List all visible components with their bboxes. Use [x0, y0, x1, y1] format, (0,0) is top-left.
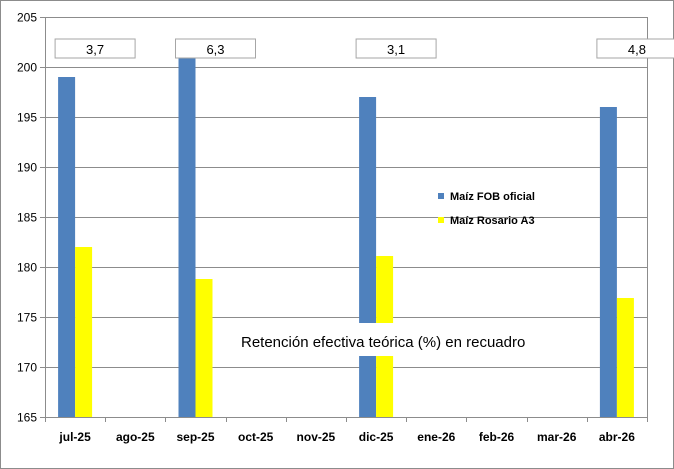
legend: Maíz FOB oficial Maíz Rosario A3	[438, 191, 535, 227]
callout-box	[54, 38, 136, 59]
x-tick-label: sep-25	[176, 430, 214, 444]
y-tick-label: 195	[17, 111, 37, 125]
y-tick-label: 170	[17, 361, 37, 375]
x-tick-label: feb-26	[479, 430, 515, 444]
bar-fob	[599, 107, 617, 417]
y-tick-label: 200	[17, 61, 37, 75]
y-tick-label: 185	[17, 211, 37, 225]
y-tick-label: 190	[17, 161, 37, 175]
bar-fob	[178, 57, 196, 417]
y-tick-label: 175	[17, 311, 37, 325]
callout-box	[355, 38, 437, 59]
x-tick-label: dic-25	[359, 430, 394, 444]
grid-lines	[45, 17, 647, 418]
x-tick-label: oct-25	[238, 430, 274, 444]
x-tick-label: ago-25	[116, 430, 155, 444]
bar-rosario	[195, 279, 213, 417]
callout-label: 3,1	[387, 42, 405, 57]
bar-fob	[58, 77, 76, 417]
bar-rosario	[616, 298, 634, 417]
y-tick-label: 180	[17, 261, 37, 275]
bar-rosario	[75, 247, 93, 417]
callout-box	[596, 38, 674, 59]
x-tick-label: mar-26	[537, 430, 577, 444]
callout-label: 4,8	[628, 42, 646, 57]
annotation-box	[236, 323, 554, 356]
annotation-text: Retención efectiva teórica (%) en recuad…	[241, 334, 525, 351]
callout-label: 3,7	[86, 42, 104, 57]
x-tick-label: nov-25	[297, 430, 336, 444]
y-tick-label: 205	[17, 11, 37, 25]
callouts: 3,7 6,3 3,1 4,8	[54, 38, 674, 59]
x-tick-label: ene-26	[417, 430, 455, 444]
y-axis: 165 170 175 180 185 190 195 200 205	[17, 11, 45, 425]
legend-label: Maíz Rosario A3	[450, 215, 535, 227]
bar-fob	[359, 97, 377, 417]
x-tick-label: jul-25	[58, 430, 91, 444]
legend-label: Maíz FOB oficial	[450, 191, 535, 203]
x-tick-label: abr-26	[599, 430, 635, 444]
legend-swatch	[438, 193, 444, 199]
callout-label: 6,3	[206, 42, 224, 57]
legend-swatch	[438, 217, 444, 223]
annotation: Retención efectiva teórica (%) en recuad…	[236, 323, 554, 356]
x-axis: jul-25 ago-25 sep-25 oct-25 nov-25 dic-25 ene-…	[45, 417, 648, 444]
callout-box	[175, 38, 256, 59]
y-tick-label: 165	[17, 411, 37, 425]
